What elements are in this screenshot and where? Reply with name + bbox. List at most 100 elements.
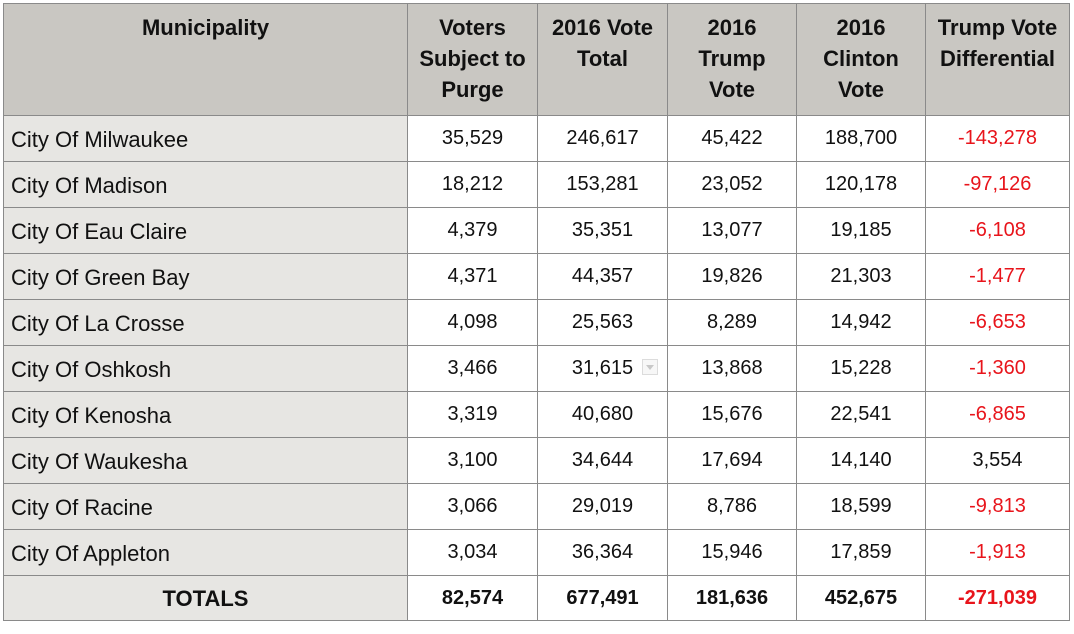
clinton-vote-cell[interactable]: 15,228 bbox=[796, 345, 926, 392]
totals-differential-cell[interactable]: -271,039 bbox=[925, 575, 1070, 621]
table-row: City Of Oshkosh 3,466 31,615 13,868 15,2… bbox=[3, 345, 1070, 392]
header-line: 2016 bbox=[836, 15, 886, 40]
vote-total-value: 31,615 bbox=[571, 357, 634, 379]
header-line: Differential bbox=[940, 46, 1055, 71]
header-line: Trump Vote bbox=[937, 15, 1058, 40]
vote-total-cell[interactable]: 40,680 bbox=[537, 391, 668, 438]
differential-cell[interactable]: -143,278 bbox=[925, 115, 1070, 162]
header-line: Vote bbox=[708, 77, 756, 102]
municipality-cell[interactable]: City Of La Crosse bbox=[3, 299, 408, 346]
clinton-vote-cell[interactable]: 120,178 bbox=[796, 161, 926, 208]
header-line: Total bbox=[577, 46, 628, 71]
chevron-down-icon[interactable] bbox=[642, 358, 659, 375]
purge-cell[interactable]: 4,098 bbox=[407, 299, 538, 346]
purge-cell[interactable]: 35,529 bbox=[407, 115, 538, 162]
trump-vote-cell[interactable]: 19,826 bbox=[667, 253, 797, 300]
totals-label[interactable]: TOTALS bbox=[3, 575, 408, 621]
municipality-cell[interactable]: City Of Oshkosh bbox=[3, 345, 408, 392]
table-row: City Of Madison 18,212 153,281 23,052 12… bbox=[3, 161, 1070, 208]
totals-clinton-vote-cell[interactable]: 452,675 bbox=[796, 575, 926, 621]
differential-cell[interactable]: -9,813 bbox=[925, 483, 1070, 530]
header-row: Municipality Voters Subject to Purge 201… bbox=[3, 3, 1070, 116]
clinton-vote-cell[interactable]: 188,700 bbox=[796, 115, 926, 162]
differential-cell[interactable]: -1,913 bbox=[925, 529, 1070, 576]
trump-vote-cell[interactable]: 13,077 bbox=[667, 207, 797, 254]
table-row: City Of Racine 3,066 29,019 8,786 18,599… bbox=[3, 483, 1070, 530]
differential-cell[interactable]: -6,653 bbox=[925, 299, 1070, 346]
trump-vote-cell[interactable]: 45,422 bbox=[667, 115, 797, 162]
vote-total-cell[interactable]: 44,357 bbox=[537, 253, 668, 300]
clinton-vote-cell[interactable]: 22,541 bbox=[796, 391, 926, 438]
header-line: 2016 bbox=[707, 15, 757, 40]
trump-vote-cell[interactable]: 23,052 bbox=[667, 161, 797, 208]
municipality-cell[interactable]: City Of Kenosha bbox=[3, 391, 408, 438]
municipality-cell[interactable]: City Of Racine bbox=[3, 483, 408, 530]
vote-total-cell[interactable]: 246,617 bbox=[537, 115, 668, 162]
trump-vote-cell[interactable]: 15,676 bbox=[667, 391, 797, 438]
table-row: City Of Appleton 3,034 36,364 15,946 17,… bbox=[3, 529, 1070, 576]
trump-vote-cell[interactable]: 13,868 bbox=[667, 345, 797, 392]
table-row: City Of Eau Claire 4,379 35,351 13,077 1… bbox=[3, 207, 1070, 254]
vote-total-cell[interactable]: 31,615 bbox=[537, 345, 668, 392]
table-row: City Of Green Bay 4,371 44,357 19,826 21… bbox=[3, 253, 1070, 300]
clinton-vote-cell[interactable]: 19,185 bbox=[796, 207, 926, 254]
table-row: City Of La Crosse 4,098 25,563 8,289 14,… bbox=[3, 299, 1070, 346]
clinton-vote-cell[interactable]: 21,303 bbox=[796, 253, 926, 300]
purge-cell[interactable]: 3,466 bbox=[407, 345, 538, 392]
header-line: 2016 Vote bbox=[551, 15, 654, 40]
trump-vote-cell[interactable]: 15,946 bbox=[667, 529, 797, 576]
header-line: Vote bbox=[837, 77, 885, 102]
differential-cell[interactable]: -6,108 bbox=[925, 207, 1070, 254]
header-line: Municipality bbox=[141, 15, 270, 40]
trump-vote-cell[interactable]: 8,289 bbox=[667, 299, 797, 346]
vote-total-cell[interactable]: 36,364 bbox=[537, 529, 668, 576]
purge-cell[interactable]: 3,100 bbox=[407, 437, 538, 484]
header-voters-subject-to-purge: Voters Subject to Purge bbox=[407, 3, 538, 116]
clinton-vote-cell[interactable]: 14,140 bbox=[796, 437, 926, 484]
clinton-vote-cell[interactable]: 14,942 bbox=[796, 299, 926, 346]
table-row: City Of Waukesha 3,100 34,644 17,694 14,… bbox=[3, 437, 1070, 484]
trump-vote-cell[interactable]: 8,786 bbox=[667, 483, 797, 530]
vote-total-cell[interactable]: 153,281 bbox=[537, 161, 668, 208]
vote-total-cell[interactable]: 35,351 bbox=[537, 207, 668, 254]
municipality-cell[interactable]: City Of Appleton bbox=[3, 529, 408, 576]
header-line: Trump bbox=[698, 46, 766, 71]
differential-cell[interactable]: -1,360 bbox=[925, 345, 1070, 392]
municipality-cell[interactable]: City Of Green Bay bbox=[3, 253, 408, 300]
trump-vote-cell[interactable]: 17,694 bbox=[667, 437, 797, 484]
differential-cell[interactable]: -97,126 bbox=[925, 161, 1070, 208]
clinton-vote-cell[interactable]: 18,599 bbox=[796, 483, 926, 530]
header-2016-vote-total: 2016 Vote Total bbox=[537, 3, 668, 116]
table-row: City Of Kenosha 3,319 40,680 15,676 22,5… bbox=[3, 391, 1070, 438]
purge-cell[interactable]: 3,066 bbox=[407, 483, 538, 530]
header-line: Purge bbox=[441, 77, 504, 102]
municipality-cell[interactable]: City Of Madison bbox=[3, 161, 408, 208]
differential-cell[interactable]: 3,554 bbox=[925, 437, 1070, 484]
purge-cell[interactable]: 3,319 bbox=[407, 391, 538, 438]
clinton-vote-cell[interactable]: 17,859 bbox=[796, 529, 926, 576]
vote-total-cell[interactable]: 29,019 bbox=[537, 483, 668, 530]
differential-cell[interactable]: -1,477 bbox=[925, 253, 1070, 300]
totals-trump-vote-cell[interactable]: 181,636 bbox=[667, 575, 797, 621]
municipality-cell[interactable]: City Of Waukesha bbox=[3, 437, 408, 484]
header-municipality: Municipality bbox=[3, 3, 408, 116]
vote-total-cell[interactable]: 25,563 bbox=[537, 299, 668, 346]
municipality-vote-table: Municipality Voters Subject to Purge 201… bbox=[3, 3, 1070, 621]
purge-cell[interactable]: 18,212 bbox=[407, 161, 538, 208]
header-line: Voters bbox=[439, 15, 506, 40]
totals-purge-cell[interactable]: 82,574 bbox=[407, 575, 538, 621]
vote-total-value-wrap: 31,615 bbox=[571, 357, 659, 380]
table-row: City Of Milwaukee 35,529 246,617 45,422 … bbox=[3, 115, 1070, 162]
totals-vote-total-cell[interactable]: 677,491 bbox=[537, 575, 668, 621]
municipality-cell[interactable]: City Of Eau Claire bbox=[3, 207, 408, 254]
totals-row: TOTALS 82,574 677,491 181,636 452,675 -2… bbox=[3, 575, 1070, 621]
municipality-cell[interactable]: City Of Milwaukee bbox=[3, 115, 408, 162]
differential-cell[interactable]: -6,865 bbox=[925, 391, 1070, 438]
purge-cell[interactable]: 4,379 bbox=[407, 207, 538, 254]
vote-total-cell[interactable]: 34,644 bbox=[537, 437, 668, 484]
purge-cell[interactable]: 3,034 bbox=[407, 529, 538, 576]
header-line: Clinton bbox=[823, 46, 899, 71]
header-2016-trump-vote: 2016 Trump Vote bbox=[667, 3, 797, 116]
header-trump-vote-differential: Trump Vote Differential bbox=[925, 3, 1070, 116]
purge-cell[interactable]: 4,371 bbox=[407, 253, 538, 300]
